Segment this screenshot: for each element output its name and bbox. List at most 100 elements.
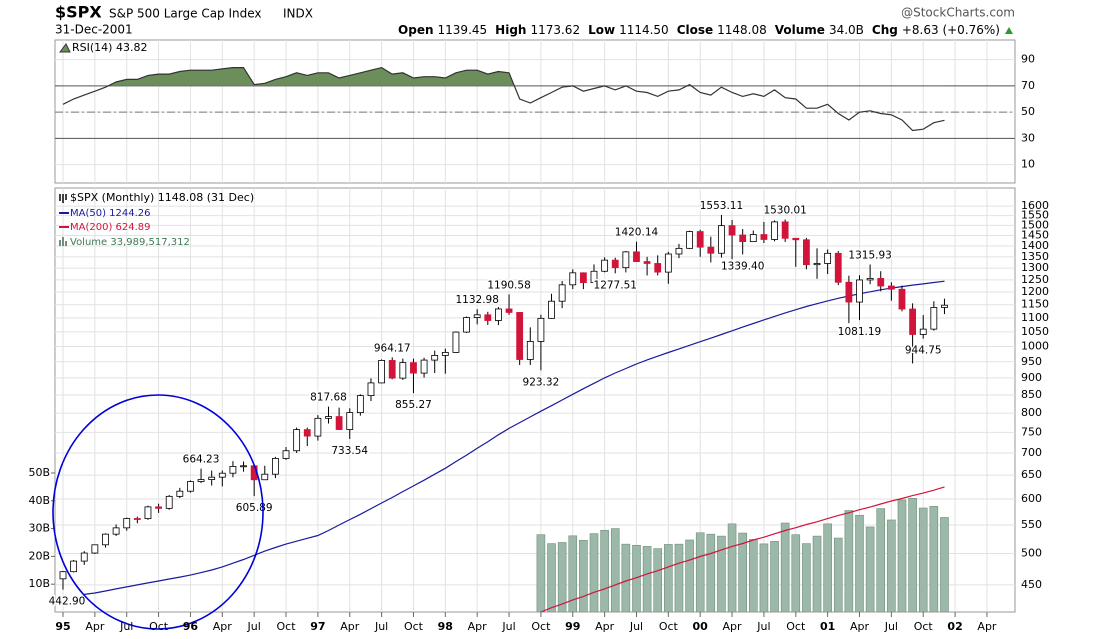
volume-bar (802, 543, 811, 612)
candle-body (664, 253, 672, 273)
x-tick-label: Apr (213, 620, 233, 633)
x-tick-label: Apr (468, 620, 488, 633)
x-tick-label: Oct (659, 620, 679, 633)
x-tick-label: Jul (374, 620, 388, 633)
volume-bar (918, 507, 928, 612)
candle-body (569, 272, 577, 286)
volume-bar (844, 510, 854, 612)
candle-body (728, 225, 736, 236)
candle-body (410, 362, 417, 374)
high-label: 1315.93 (848, 249, 891, 261)
y-tick-label: 90 (1021, 53, 1035, 66)
candle-body (356, 395, 364, 414)
volume-bar (621, 543, 631, 612)
x-tick-label: 00 (693, 620, 709, 633)
candle-body (112, 527, 120, 535)
candle-body (707, 246, 715, 254)
volume-bar (897, 499, 907, 612)
candle-body (80, 552, 88, 562)
x-tick-label: Jul (884, 620, 898, 633)
x-tick-label: 95 (55, 620, 70, 633)
candle-body (909, 308, 916, 335)
candle-body (654, 263, 662, 273)
x-tick-label: 98 (438, 620, 453, 633)
x-tick-label: 97 (310, 620, 325, 633)
y-tick-label: 500 (1021, 546, 1042, 559)
y-tick-label: 10 (1021, 158, 1035, 171)
x-tick-label: Oct (914, 620, 934, 633)
candle-body (282, 450, 290, 459)
legend-text: Volume 33,989,517,312 (70, 237, 190, 248)
high-label: 664.23 (183, 454, 220, 466)
candle-body (760, 234, 768, 240)
candle-body (537, 317, 545, 342)
volume-bar (589, 533, 599, 612)
candle-body (675, 247, 683, 255)
low-label: 1277.51 (594, 279, 637, 291)
stat-label: Volume (775, 23, 825, 37)
annotation-layer: 664.23 817.68 964.17 1132.98 1190.58 1420.14 1… (47, 198, 943, 609)
candle-body (59, 571, 67, 580)
x-tick-label: Jul (501, 620, 515, 633)
low-label: 733.54 (331, 445, 368, 457)
y-tick-label: 1250 (1021, 273, 1049, 286)
y-tick-label: 550 (1021, 518, 1042, 531)
volume-bar (738, 532, 747, 612)
candle-body (197, 479, 205, 483)
y-tick-label: 450 (1021, 578, 1042, 591)
volume-bar (600, 529, 609, 612)
volume-bar (664, 544, 673, 612)
x-tick-label: Oct (277, 620, 297, 633)
candle-body (516, 312, 524, 360)
candle-body (696, 231, 704, 248)
high-label: 1420.14 (615, 227, 659, 239)
y-tick-label: 800 (1021, 406, 1042, 419)
volume-bar (695, 532, 705, 612)
x-tick-label: Apr (595, 620, 615, 633)
candle-body (399, 362, 407, 379)
stat-label: High (495, 23, 526, 37)
volume-bar (579, 539, 588, 612)
x-tick-label: 99 (565, 620, 580, 633)
stat-value: 1148.08 (717, 23, 767, 37)
stat-label: Close (677, 23, 713, 37)
candle-body (91, 544, 99, 554)
y-tick-label: 950 (1021, 355, 1042, 368)
low-label: 1081.19 (838, 326, 881, 338)
candle-body (590, 270, 598, 284)
candle-body (367, 382, 375, 397)
candle-body (495, 308, 502, 321)
stat-value: 1173.62 (530, 23, 580, 37)
x-tick-label: Apr (977, 620, 997, 633)
volume-bar (791, 534, 801, 612)
x-tick-label: 96 (183, 620, 199, 633)
volume-bar (717, 535, 726, 612)
x-tick-label: 02 (947, 620, 962, 633)
rsi-layer: 90 70 50 30 10 (55, 40, 1035, 183)
candle-body (441, 352, 449, 356)
y-tick-label: 1000 (1021, 339, 1049, 352)
low-label: 923.32 (523, 376, 560, 388)
y-tick-label: 1500 (1021, 218, 1049, 231)
volume-bar (770, 541, 779, 612)
candle-body (346, 412, 354, 430)
candle-body (388, 360, 396, 379)
y2-tick-label: 20B (28, 549, 50, 562)
volume-bar (865, 526, 875, 612)
highlight-circle (52, 394, 264, 630)
y-tick-label: 1300 (1021, 261, 1049, 274)
index-name: S&P 500 Large Cap Index (109, 7, 262, 21)
high-label: 1553.11 (700, 200, 743, 212)
volume-bar (823, 523, 832, 612)
x-tick-label: Apr (85, 620, 105, 633)
candle-body (240, 465, 247, 468)
y2-tick-label: 40B (28, 494, 50, 507)
low-label: 442.90 (49, 596, 86, 608)
low-label: 944.75 (905, 345, 942, 357)
stat-label: Chg (872, 23, 898, 37)
y-tick-label: 600 (1021, 492, 1042, 505)
candle-body (579, 272, 587, 284)
volume-bar (610, 528, 620, 612)
x-tick-label: Oct (404, 620, 424, 633)
